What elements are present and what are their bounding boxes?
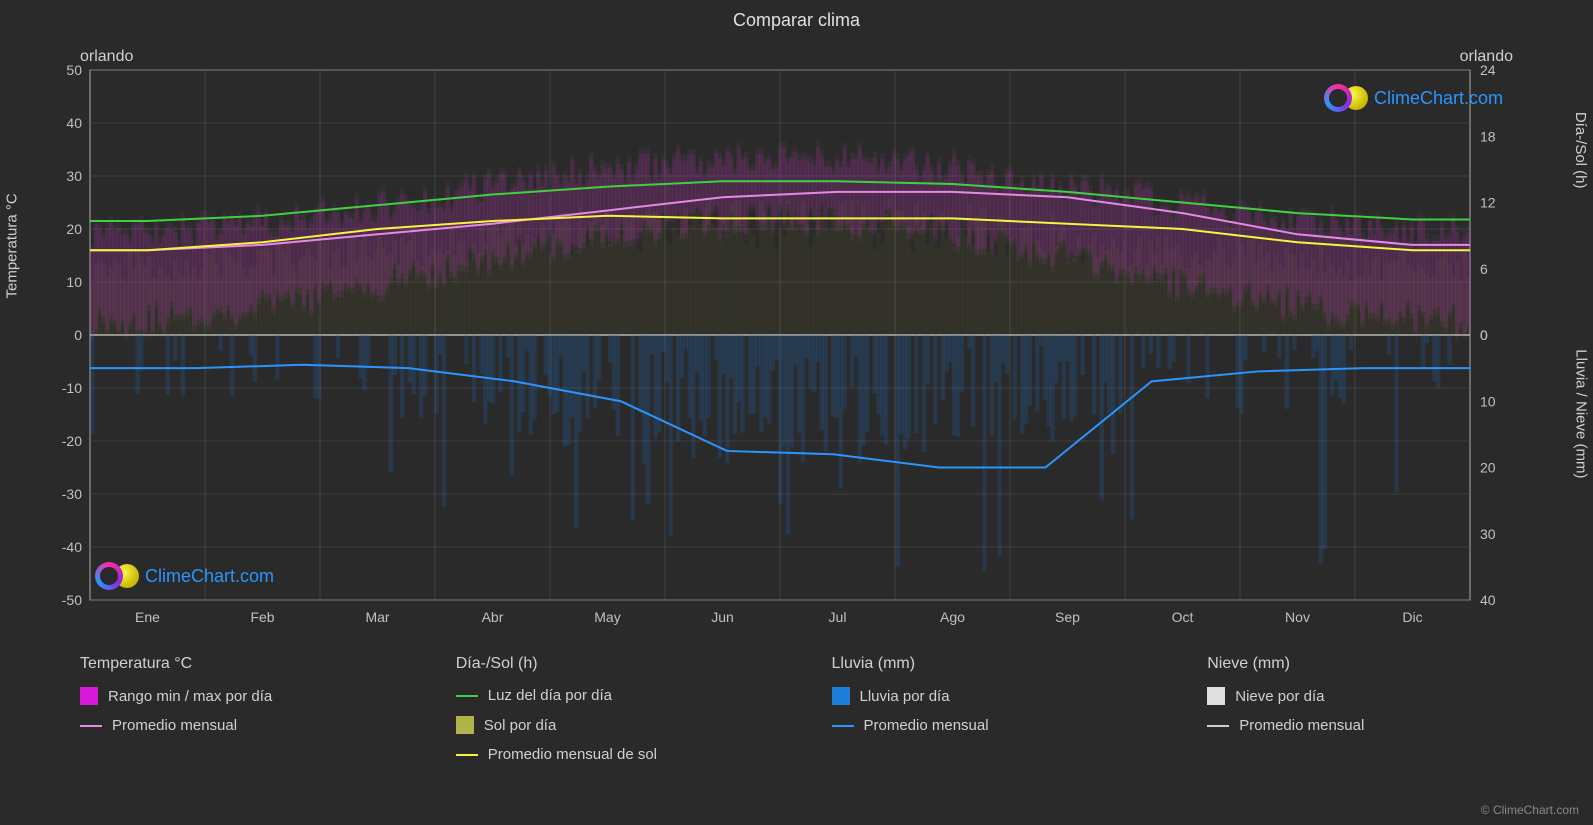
legend-swatch [832, 725, 854, 727]
chart-title: Comparar clima [0, 0, 1593, 31]
logo-ring-icon [1324, 84, 1352, 112]
svg-text:6: 6 [1480, 261, 1488, 277]
svg-text:Dic: Dic [1402, 609, 1422, 625]
y-axis-left-label: Temperatura °C [4, 193, 21, 298]
svg-text:-20: -20 [62, 433, 82, 449]
legend-swatch [456, 695, 478, 697]
legend-col-day: Día-/Sol (h) Luz del día por día Sol por … [456, 655, 792, 775]
svg-text:-40: -40 [62, 539, 82, 555]
legend-title: Temperatura °C [80, 655, 416, 673]
legend-swatch [80, 725, 102, 727]
y-axis-right-bottom-label: Lluvia / Nieve (mm) [1573, 349, 1590, 478]
legend-title: Día-/Sol (h) [456, 655, 792, 673]
legend-title: Nieve (mm) [1207, 655, 1543, 673]
legend-item: Rango min / max por día [80, 687, 416, 705]
svg-text:-30: -30 [62, 486, 82, 502]
legend-title: Lluvia (mm) [832, 655, 1168, 673]
svg-text:-50: -50 [62, 592, 82, 608]
legend: Temperatura °C Rango min / max por día Pr… [80, 655, 1543, 775]
svg-text:Jun: Jun [711, 609, 734, 625]
svg-text:Oct: Oct [1172, 609, 1194, 625]
logo-ring-icon [95, 562, 123, 590]
svg-text:0: 0 [1480, 327, 1488, 343]
legend-label: Promedio mensual [1239, 717, 1364, 734]
legend-item: Promedio mensual [832, 717, 1168, 734]
legend-swatch [1207, 725, 1229, 727]
svg-text:30: 30 [1480, 526, 1496, 542]
legend-item: Lluvia por día [832, 687, 1168, 705]
svg-text:20: 20 [66, 221, 82, 237]
legend-label: Promedio mensual [112, 717, 237, 734]
svg-text:40: 40 [66, 115, 82, 131]
svg-text:18: 18 [1480, 128, 1496, 144]
legend-swatch [832, 687, 850, 705]
svg-text:10: 10 [1480, 393, 1496, 409]
svg-text:0: 0 [74, 327, 82, 343]
legend-item: Promedio mensual [1207, 717, 1543, 734]
svg-text:Abr: Abr [482, 609, 504, 625]
legend-item: Promedio mensual [80, 717, 416, 734]
svg-text:Mar: Mar [365, 609, 389, 625]
svg-text:Feb: Feb [250, 609, 274, 625]
legend-label: Luz del día por día [488, 687, 612, 704]
svg-text:-10: -10 [62, 380, 82, 396]
legend-item: Promedio mensual de sol [456, 746, 792, 763]
legend-col-temp: Temperatura °C Rango min / max por día Pr… [80, 655, 416, 775]
chart-svg: -50-40-30-20-100102030405006121824010203… [50, 40, 1543, 640]
legend-item: Nieve por día [1207, 687, 1543, 705]
svg-text:Ago: Ago [940, 609, 965, 625]
svg-text:Nov: Nov [1285, 609, 1310, 625]
svg-text:50: 50 [66, 62, 82, 78]
brand-logo-top: ClimeChart.com [1324, 84, 1503, 112]
legend-item: Sol por día [456, 716, 792, 734]
svg-text:Ene: Ene [135, 609, 160, 625]
legend-label: Promedio mensual de sol [488, 746, 657, 763]
legend-label: Sol por día [484, 717, 557, 734]
svg-text:30: 30 [66, 168, 82, 184]
legend-swatch [456, 754, 478, 756]
legend-col-snow: Nieve (mm) Nieve por día Promedio mensual [1207, 655, 1543, 775]
svg-text:10: 10 [66, 274, 82, 290]
legend-label: Lluvia por día [860, 688, 950, 705]
legend-swatch [80, 687, 98, 705]
legend-label: Nieve por día [1235, 688, 1324, 705]
legend-label: Promedio mensual [864, 717, 989, 734]
svg-text:24: 24 [1480, 62, 1496, 78]
svg-text:20: 20 [1480, 460, 1496, 476]
svg-text:40: 40 [1480, 592, 1496, 608]
chart-area: -50-40-30-20-100102030405006121824010203… [50, 40, 1543, 640]
legend-swatch [456, 716, 474, 734]
legend-item: Luz del día por día [456, 687, 792, 704]
svg-text:Jul: Jul [829, 609, 847, 625]
brand-text: ClimeChart.com [1374, 88, 1503, 109]
svg-text:Sep: Sep [1055, 609, 1080, 625]
brand-text: ClimeChart.com [145, 566, 274, 587]
svg-text:12: 12 [1480, 195, 1496, 211]
legend-swatch [1207, 687, 1225, 705]
brand-logo-bottom: ClimeChart.com [95, 562, 274, 590]
svg-text:May: May [594, 609, 620, 625]
legend-label: Rango min / max por día [108, 688, 272, 705]
y-axis-right-top-label: Día-/Sol (h) [1573, 112, 1590, 189]
legend-col-rain: Lluvia (mm) Lluvia por día Promedio mensu… [832, 655, 1168, 775]
copyright-text: © ClimeChart.com [1481, 803, 1579, 817]
